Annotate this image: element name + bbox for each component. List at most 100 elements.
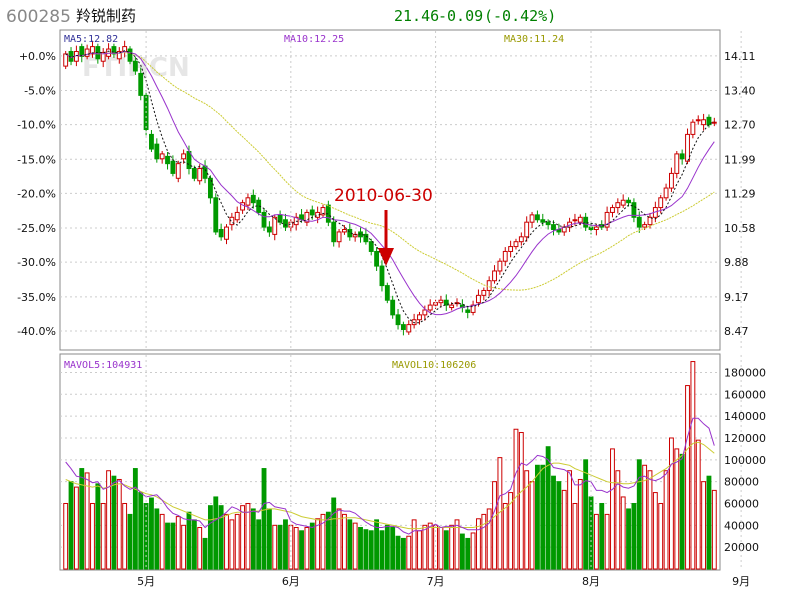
volume-bar [459, 533, 465, 570]
volume-bar [331, 497, 337, 570]
volume-bar [315, 518, 321, 570]
volume-bar [149, 497, 154, 570]
annotation-date: 2010-06-30 [334, 186, 433, 206]
candle-body [658, 197, 664, 209]
candle-body [395, 314, 401, 326]
volume-bar [79, 468, 85, 570]
right-tick-label: 13.40 [724, 85, 756, 98]
volume-bar [636, 459, 642, 570]
volume-bar [588, 496, 594, 570]
candle-body [534, 214, 540, 221]
volume-bar [470, 532, 476, 570]
candle-body [615, 202, 621, 209]
month-tick-label: 7月 [427, 575, 445, 588]
candle-body [695, 119, 701, 122]
candle-body [170, 160, 176, 174]
volume-bar [674, 448, 680, 570]
candle-body [331, 221, 337, 243]
annotation-arrow [378, 210, 394, 266]
volume-bar [572, 502, 578, 570]
volume-bar [95, 483, 101, 570]
volume-bar [266, 508, 272, 570]
candle-body [669, 172, 674, 189]
volume-bar [631, 502, 637, 570]
left-tick-label: -15.0% [17, 153, 56, 166]
candle-body [165, 155, 170, 165]
candle-body [701, 119, 707, 126]
candle-body [304, 211, 310, 223]
candle-body [583, 216, 589, 228]
volume-bar [68, 481, 74, 570]
ma5-line [65, 50, 715, 324]
candle-body [513, 241, 519, 248]
candle-body [266, 226, 272, 233]
candle-body [438, 299, 444, 304]
candle-body [417, 314, 422, 321]
volume-bar [240, 505, 246, 570]
candle-body [642, 224, 648, 228]
volume-bar [577, 478, 583, 570]
candle-body [497, 260, 503, 272]
candle-body [422, 309, 428, 316]
candle-body [320, 207, 326, 216]
volume-bar [604, 513, 610, 570]
month-tick-label: 6月 [282, 575, 300, 588]
volume-bar [207, 505, 213, 570]
volume-tick-label: 120000 [724, 432, 766, 445]
ma10-label: MA10:12.25 [284, 34, 344, 45]
x-axis: 5月 6月 7月 8月 9月 [137, 31, 750, 588]
left-tick-label: -35.0% [17, 291, 56, 304]
volume-bar [626, 508, 631, 570]
candle-body [406, 324, 412, 333]
candle-body [138, 72, 144, 96]
volume-bar [610, 448, 615, 570]
volume-bar [352, 522, 358, 570]
volume-grid [60, 371, 720, 548]
volume-bar [685, 385, 690, 570]
candle-body [116, 50, 122, 60]
candle-body [577, 216, 583, 223]
volume-bar [486, 508, 492, 570]
candle-body [679, 153, 685, 160]
volume-tick-label: 160000 [724, 388, 766, 401]
volume-tick-label: 180000 [724, 366, 766, 379]
candle-body [336, 231, 342, 243]
volume-bar [229, 519, 235, 570]
ma30-label: MA30:11.24 [504, 34, 564, 45]
volume-bar [658, 502, 664, 570]
volume-bar [593, 513, 599, 570]
volume-bar [138, 492, 144, 570]
volume-bar [336, 508, 342, 570]
candle-body [518, 236, 524, 243]
candle-body [427, 304, 433, 311]
candle-body [224, 226, 229, 240]
stock-change: -0.09 [438, 7, 483, 25]
volume-bar [524, 470, 530, 570]
candle-body [207, 177, 213, 199]
candle-body [636, 216, 642, 228]
volume-bar [492, 481, 497, 570]
candle-body [400, 324, 406, 330]
volume-panel [59, 353, 721, 571]
candle-body [374, 250, 380, 267]
candle-body [111, 46, 117, 55]
candle-body [191, 168, 197, 179]
candle-body [690, 121, 696, 135]
volume-bar [277, 524, 283, 570]
volume-bar [358, 527, 363, 570]
right-axis: 14.11 13.40 12.70 11.99 11.29 10.58 9.88 9.17 8.… [724, 50, 756, 338]
volume-bar [669, 437, 674, 570]
candle-body [213, 197, 219, 233]
volume-bar [224, 513, 229, 570]
volume-bar [443, 530, 449, 570]
volume-bar [551, 475, 556, 570]
volume-bar [245, 502, 251, 570]
left-tick-label: -5.0% [24, 85, 56, 98]
volume-bars [63, 361, 717, 570]
volume-bar [122, 502, 128, 570]
volume-tick-label: 60000 [724, 497, 759, 510]
volume-bar [347, 519, 353, 570]
candle-body [272, 216, 278, 235]
candle-body [674, 153, 680, 174]
